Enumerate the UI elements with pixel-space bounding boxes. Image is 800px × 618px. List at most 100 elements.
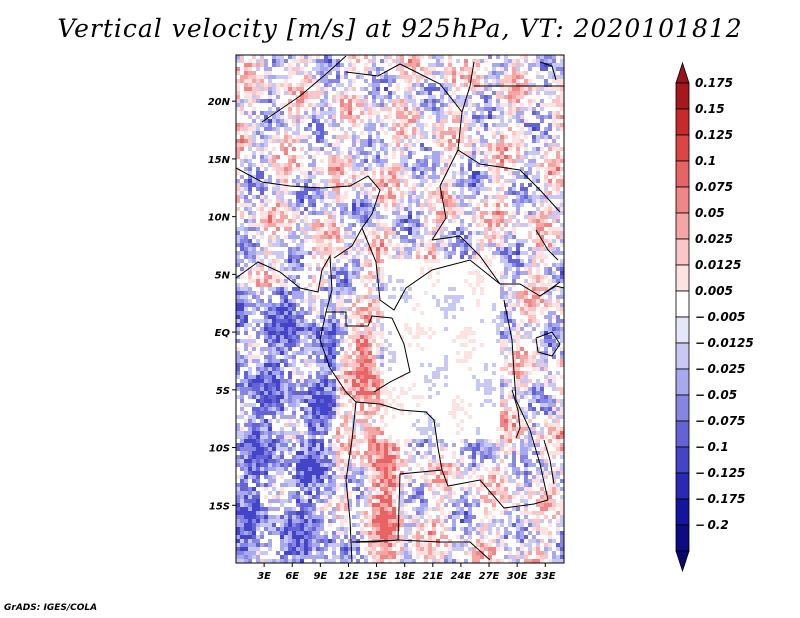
field-cell bbox=[524, 435, 528, 439]
field-cell bbox=[248, 207, 252, 211]
field-cell bbox=[552, 415, 556, 419]
field-cell bbox=[560, 123, 564, 127]
field-cell bbox=[436, 231, 440, 235]
field-cell bbox=[436, 371, 440, 375]
field-cell bbox=[344, 67, 348, 71]
field-cell bbox=[248, 439, 252, 443]
field-cell bbox=[488, 55, 492, 59]
field-cell bbox=[380, 59, 384, 63]
field-cell bbox=[516, 87, 520, 91]
field-cell bbox=[464, 111, 468, 115]
field-cell bbox=[280, 103, 284, 107]
field-cell bbox=[388, 295, 392, 299]
field-cell bbox=[344, 255, 348, 259]
field-cell bbox=[348, 355, 352, 359]
field-cell bbox=[248, 275, 252, 279]
field-cell bbox=[436, 303, 440, 307]
field-cell bbox=[236, 147, 240, 151]
field-cell bbox=[308, 379, 312, 383]
field-cell bbox=[268, 447, 272, 451]
field-cell bbox=[444, 119, 448, 123]
field-cell bbox=[252, 235, 256, 239]
field-cell bbox=[548, 147, 552, 151]
field-cell bbox=[292, 339, 296, 343]
field-cell bbox=[292, 391, 296, 395]
field-cell bbox=[364, 259, 368, 263]
field-cell bbox=[316, 447, 320, 451]
field-cell bbox=[504, 435, 508, 439]
field-cell bbox=[344, 387, 348, 391]
field-cell bbox=[388, 95, 392, 99]
field-cell bbox=[500, 367, 504, 371]
field-cell bbox=[520, 143, 524, 147]
field-cell bbox=[320, 271, 324, 275]
field-cell bbox=[240, 311, 244, 315]
field-cell bbox=[524, 359, 528, 363]
field-cell bbox=[412, 63, 416, 67]
field-cell bbox=[472, 255, 476, 259]
field-cell bbox=[316, 399, 320, 403]
field-cell bbox=[336, 159, 340, 163]
field-cell bbox=[268, 99, 272, 103]
field-cell bbox=[308, 163, 312, 167]
field-cell bbox=[548, 159, 552, 163]
field-cell bbox=[280, 143, 284, 147]
field-cell bbox=[508, 159, 512, 163]
field-cell bbox=[460, 407, 464, 411]
field-cell bbox=[496, 203, 500, 207]
field-cell bbox=[360, 391, 364, 395]
field-cell bbox=[392, 359, 396, 363]
field-cell bbox=[316, 167, 320, 171]
field-cell bbox=[276, 167, 280, 171]
field-cell bbox=[556, 207, 560, 211]
field-cell bbox=[292, 371, 296, 375]
field-cell bbox=[448, 207, 452, 211]
field-cell bbox=[404, 163, 408, 167]
field-cell bbox=[528, 167, 532, 171]
field-cell bbox=[428, 379, 432, 383]
field-cell bbox=[304, 115, 308, 119]
field-cell bbox=[488, 391, 492, 395]
field-cell bbox=[532, 319, 536, 323]
field-cell bbox=[500, 295, 504, 299]
field-cell bbox=[364, 355, 368, 359]
field-cell bbox=[484, 443, 488, 447]
field-cell bbox=[348, 371, 352, 375]
field-cell bbox=[396, 243, 400, 247]
field-cell bbox=[552, 383, 556, 387]
field-cell bbox=[408, 87, 412, 91]
field-cell bbox=[504, 231, 508, 235]
field-cell bbox=[296, 111, 300, 115]
field-cell bbox=[388, 359, 392, 363]
field-cell bbox=[364, 363, 368, 367]
field-cell bbox=[368, 327, 372, 331]
field-cell bbox=[348, 359, 352, 363]
field-cell bbox=[252, 339, 256, 343]
field-cell bbox=[264, 439, 268, 443]
field-cell bbox=[444, 131, 448, 135]
field-cell bbox=[484, 59, 488, 63]
field-cell bbox=[560, 259, 564, 263]
field-cell bbox=[420, 103, 424, 107]
field-cell bbox=[524, 299, 528, 303]
field-cell bbox=[544, 267, 548, 271]
field-cell bbox=[268, 135, 272, 139]
field-cell bbox=[532, 199, 536, 203]
field-cell bbox=[380, 143, 384, 147]
field-cell bbox=[420, 111, 424, 115]
field-cell bbox=[552, 419, 556, 423]
field-cell bbox=[356, 343, 360, 347]
field-cell bbox=[480, 183, 484, 187]
field-cell bbox=[264, 355, 268, 359]
field-cell bbox=[272, 383, 276, 387]
field-cell bbox=[344, 191, 348, 195]
field-cell bbox=[516, 299, 520, 303]
field-cell bbox=[540, 307, 544, 311]
field-cell bbox=[476, 299, 480, 303]
field-cell bbox=[312, 383, 316, 387]
field-cell bbox=[504, 299, 508, 303]
field-cell bbox=[464, 103, 468, 107]
field-cell bbox=[436, 111, 440, 115]
field-cell bbox=[276, 383, 280, 387]
field-cell bbox=[244, 167, 248, 171]
